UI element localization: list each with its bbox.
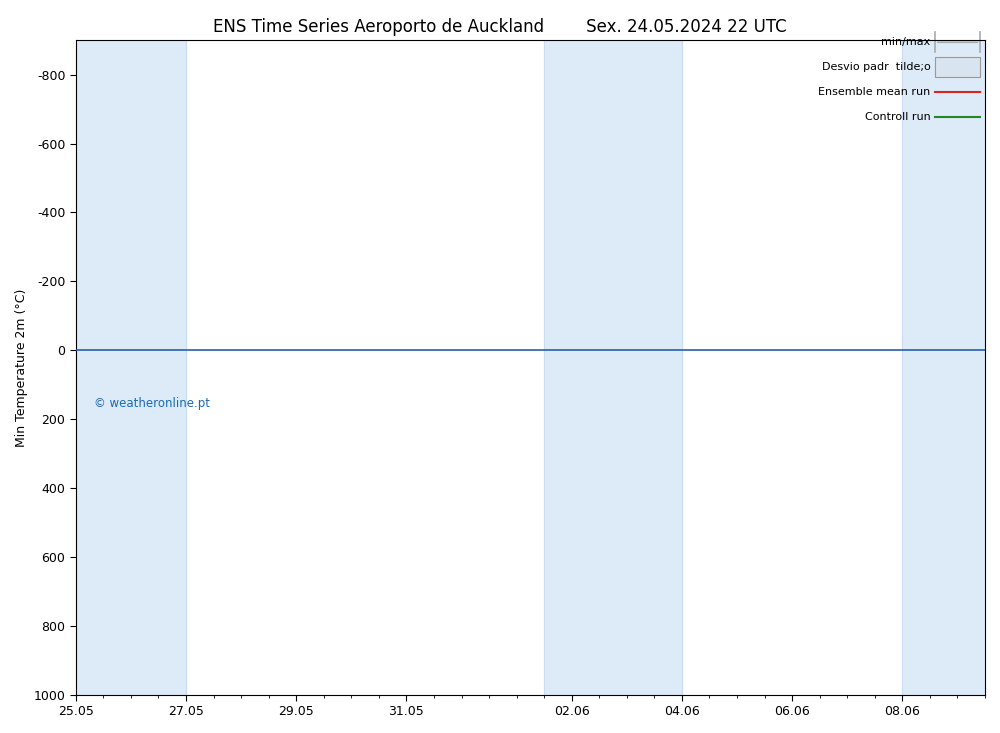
Text: © weatheronline.pt: © weatheronline.pt <box>94 397 210 410</box>
Text: ENS Time Series Aeroporto de Auckland        Sex. 24.05.2024 22 UTC: ENS Time Series Aeroporto de Auckland Se… <box>213 18 787 37</box>
Y-axis label: Min Temperature 2m (°C): Min Temperature 2m (°C) <box>15 288 28 446</box>
Text: Ensemble mean run: Ensemble mean run <box>818 87 930 97</box>
Bar <box>902 40 985 695</box>
FancyBboxPatch shape <box>935 57 980 77</box>
Text: Desvio padr  tilde;o: Desvio padr tilde;o <box>822 62 930 72</box>
Bar <box>544 40 682 695</box>
Text: Controll run: Controll run <box>865 112 930 122</box>
Text: min/max: min/max <box>881 37 930 47</box>
Bar <box>76 40 186 695</box>
